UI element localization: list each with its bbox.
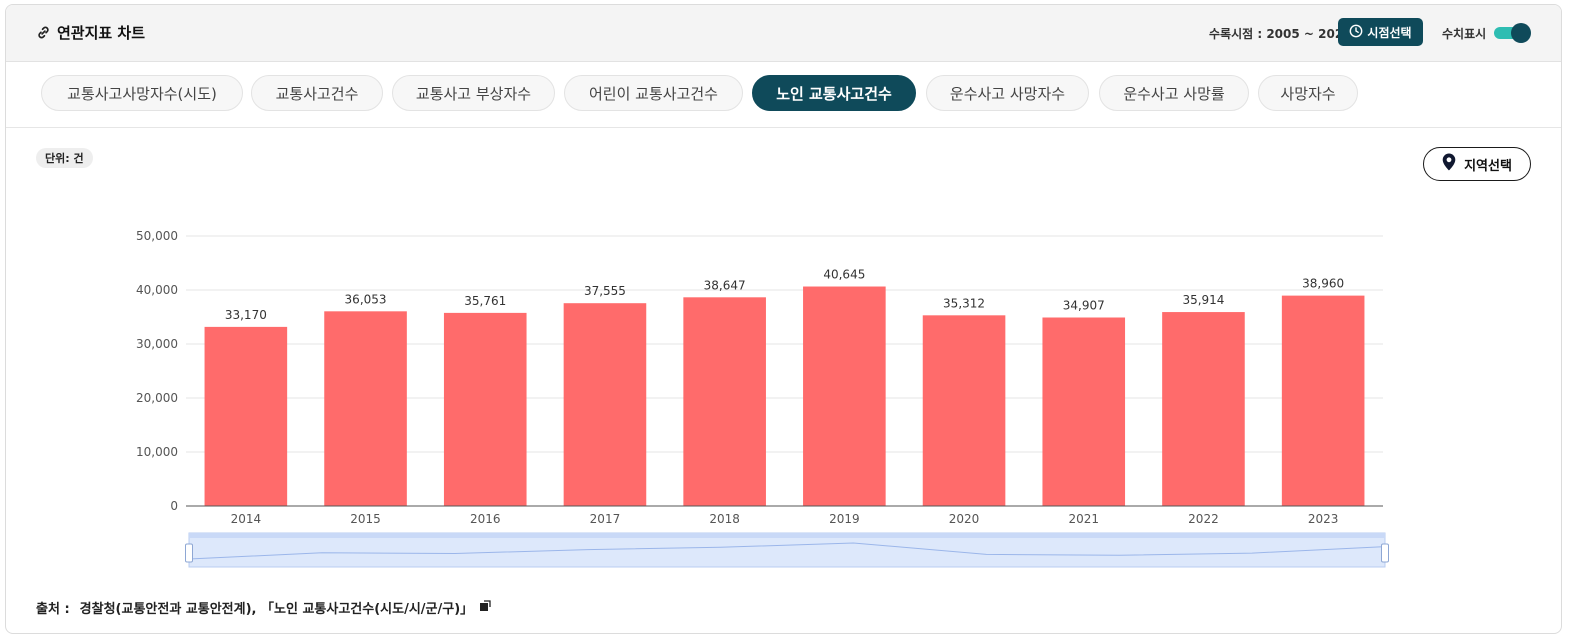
link-icon — [36, 25, 51, 40]
panel-header: 연관지표 차트 수록시점 : 2005 ~ 2023 시점선택 수치표시 — [6, 5, 1561, 62]
toggle-knob — [1511, 23, 1531, 43]
unit-badge: 단위: 건 — [36, 148, 93, 168]
region-select-label: 지역선택 — [1464, 158, 1512, 174]
tab-traffic-deaths-sido[interactable]: 교통사고사망자수(시도) — [41, 75, 243, 111]
indicator-tabs: 교통사고사망자수(시도) 교통사고건수 교통사고 부상자수 어린이 교통사고건수… — [6, 61, 1561, 128]
source-note: 출처 : 경찰청(교통안전과 교통안전계), 「노인 교통사고건수(시도/시/군… — [36, 598, 491, 617]
x-tick-label: 2019 — [829, 512, 860, 526]
panel-title: 연관지표 차트 — [36, 22, 145, 43]
x-tick-label: 2020 — [949, 512, 980, 526]
period-range: 수록시점 : 2005 ~ 2023 — [1209, 27, 1352, 41]
tab-deaths[interactable]: 사망자수 — [1258, 75, 1358, 111]
data-label: 35,761 — [464, 294, 506, 308]
period-select-button[interactable]: 시점선택 — [1338, 18, 1423, 46]
zoom-slider[interactable] — [185, 532, 1389, 568]
bar[interactable] — [1162, 312, 1245, 506]
axes: 0 10,000 20,000 30,000 40,000 50,000 2014 2015 2… — [136, 229, 1383, 526]
y-tick-label: 10,000 — [136, 445, 178, 459]
x-tick-label: 2021 — [1068, 512, 1099, 526]
data-label: 38,647 — [704, 278, 746, 292]
data-label: 35,312 — [943, 296, 985, 310]
value-display-toggle[interactable] — [1494, 23, 1532, 43]
y-tick-label: 50,000 — [136, 229, 178, 243]
bar[interactable] — [1042, 317, 1126, 506]
source-label: 출처 : — [36, 602, 70, 617]
data-label: 38,960 — [1302, 277, 1344, 291]
region-select-button[interactable]: 지역선택 — [1423, 147, 1531, 181]
y-tick-label: 40,000 — [136, 283, 178, 297]
x-tick-label: 2017 — [590, 512, 621, 526]
data-labels: 33,170 36,053 35,761 37,555 38,647 40,645 35,3… — [225, 268, 1344, 322]
x-tick-label: 2023 — [1308, 512, 1339, 526]
source-text: 경찰청(교통안전과 교통안전계), 「노인 교통사고건수(시도/시/군/구)」 — [79, 602, 474, 617]
data-label: 33,170 — [225, 308, 267, 322]
period-select-label: 시점선택 — [1367, 25, 1412, 40]
bar[interactable] — [324, 311, 407, 506]
panel-title-text: 연관지표 차트 — [57, 24, 146, 42]
data-label: 35,914 — [1182, 293, 1224, 307]
tab-transport-deaths[interactable]: 운수사고 사망자수 — [926, 75, 1089, 111]
map-pin-icon — [1442, 153, 1456, 175]
bar[interactable] — [204, 326, 288, 506]
tab-child-accidents[interactable]: 어린이 교통사고건수 — [564, 75, 743, 111]
y-tick-label: 20,000 — [136, 391, 178, 405]
zoom-window[interactable] — [188, 532, 1386, 568]
zoom-drag-bar[interactable] — [189, 533, 1385, 538]
bar[interactable] — [683, 297, 766, 506]
tab-transport-death-rate[interactable]: 운수사고 사망률 — [1099, 75, 1249, 111]
zoom-handle-right[interactable] — [1381, 543, 1389, 563]
tab-elderly-accidents[interactable]: 노인 교통사고건수 — [752, 75, 916, 111]
chart-panel: 연관지표 차트 수록시점 : 2005 ~ 2023 시점선택 수치표시 교통사… — [5, 4, 1562, 634]
y-tick-label: 30,000 — [136, 337, 178, 351]
tab-traffic-injuries[interactable]: 교통사고 부상자수 — [392, 75, 555, 111]
bar-chart: 33,170 36,053 35,761 37,555 38,647 40,645 35,3… — [136, 229, 1389, 568]
bar[interactable] — [563, 303, 647, 506]
value-display-label: 수치표시 — [1442, 27, 1487, 41]
zoom-handle-left[interactable] — [185, 543, 193, 563]
bar[interactable] — [1281, 295, 1365, 506]
bar[interactable] — [443, 312, 527, 506]
data-label: 34,907 — [1063, 299, 1105, 313]
x-tick-label: 2016 — [470, 512, 501, 526]
external-link-icon[interactable] — [479, 599, 491, 616]
x-tick-label: 2022 — [1188, 512, 1219, 526]
bar[interactable] — [803, 286, 886, 506]
data-label: 40,645 — [823, 268, 865, 282]
bar[interactable] — [922, 315, 1006, 506]
zoom-preview-line — [188, 542, 1386, 560]
data-label: 36,053 — [345, 292, 387, 306]
x-tick-label: 2018 — [709, 512, 740, 526]
data-label: 37,555 — [584, 284, 626, 298]
x-tick-label: 2014 — [231, 512, 262, 526]
bars — [204, 286, 1365, 506]
clock-icon — [1349, 24, 1363, 41]
y-tick-label: 0 — [170, 499, 178, 513]
tab-traffic-accidents[interactable]: 교통사고건수 — [251, 75, 383, 111]
x-tick-label: 2015 — [350, 512, 381, 526]
